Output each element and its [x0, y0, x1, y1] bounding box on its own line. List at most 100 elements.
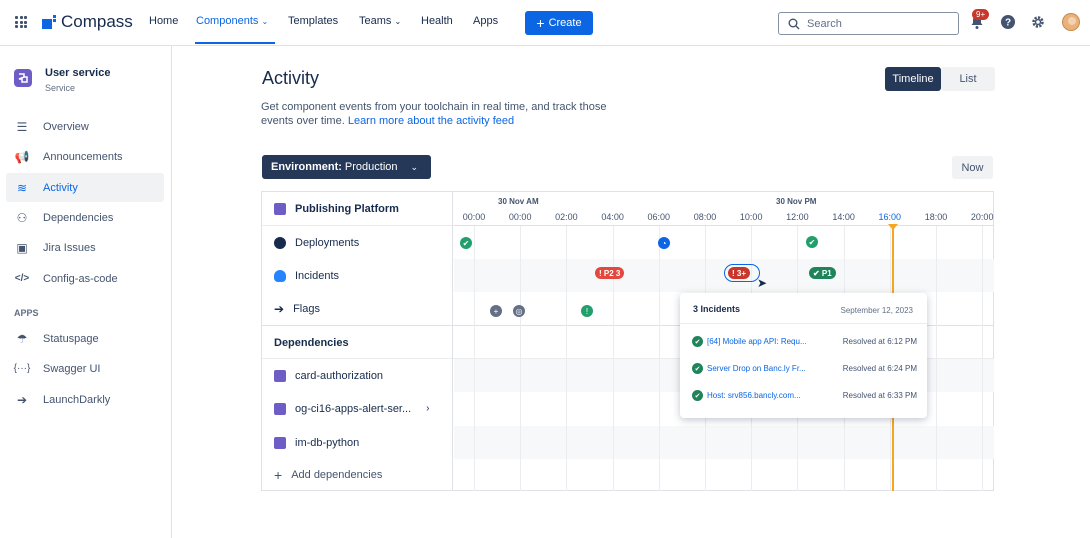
incident-link[interactable]: Server Drop on Banc.ly Fr...	[707, 364, 806, 373]
sidebar-item-label: Announcements	[43, 150, 123, 163]
deployment-in-progress-event[interactable]: ◔	[658, 237, 670, 249]
chevron-down-icon: ⌄	[410, 161, 419, 172]
incident-item[interactable]: ✔ Server Drop on Banc.ly Fr... Resolved …	[692, 363, 917, 374]
view-toggle: Timeline List	[885, 67, 995, 91]
search-input[interactable]: Search	[778, 12, 959, 35]
user-avatar[interactable]	[1062, 13, 1080, 31]
sidebar-item-launchdarkly[interactable]: ➔ LaunchDarkly	[6, 385, 164, 414]
resolved-time: Resolved at 6:33 PM	[842, 391, 917, 400]
app-switcher-icon[interactable]	[15, 16, 27, 28]
environment-dropdown[interactable]: Environment: Production ⌄	[262, 155, 431, 179]
activity-timeline: 30 Nov AM 30 Nov PM 00:00 00:00 02:00 04:00…	[261, 191, 994, 491]
tick-label: 14:00	[832, 212, 855, 222]
search-placeholder: Search	[807, 17, 842, 30]
tick-label: 00:00	[462, 212, 486, 222]
day-label: 30 Nov PM	[776, 197, 817, 206]
sidebar-item-label: LaunchDarkly	[43, 393, 111, 406]
dependency-row[interactable]: og-ci16-apps-alert-ser... ›	[262, 392, 453, 425]
compass-logo[interactable]: Compass	[42, 12, 133, 32]
settings-gear-icon[interactable]	[1030, 14, 1046, 30]
sidebar-item-statuspage[interactable]: ☂ Statuspage	[6, 324, 164, 353]
sidebar-item-label: Statuspage	[43, 332, 99, 345]
incidents-row: Incidents	[262, 259, 453, 292]
flags-row: ➔ Flags	[262, 292, 453, 325]
row-divider	[262, 358, 994, 359]
grid-line	[520, 226, 522, 491]
flag-added-event[interactable]: +	[490, 305, 502, 317]
component-row[interactable]: Publishing Platform	[262, 192, 453, 225]
plus-icon: +	[536, 15, 545, 31]
nav-templates[interactable]: Templates	[288, 15, 339, 27]
nav-components-label: Components	[196, 15, 259, 27]
sidebar-item-config-as-code[interactable]: </> Config-as-code	[6, 264, 164, 293]
tick-label: 12:00	[786, 212, 809, 222]
apps-section-label: APPS	[14, 308, 39, 318]
chevron-right-icon[interactable]: ›	[426, 403, 430, 414]
page-description: Get component events from your toolchain…	[261, 100, 641, 128]
list-icon: ☰	[16, 119, 28, 134]
tick-label: 00:00	[508, 212, 532, 222]
search-icon	[788, 18, 800, 29]
deployment-success-event[interactable]: ✔	[806, 236, 818, 248]
nav-health[interactable]: Health	[421, 15, 453, 27]
incident-cluster-3plus[interactable]: ! 3+	[728, 267, 751, 279]
tick-label: 10:00	[739, 212, 763, 222]
incident-resolved-p1[interactable]: ✔ P1	[809, 267, 836, 279]
component-icon	[274, 436, 286, 449]
flag-toggled-event[interactable]: ◎	[513, 305, 525, 317]
grid-line	[474, 226, 475, 491]
add-dependencies-label: Add dependencies	[291, 468, 383, 481]
incident-cluster-selected[interactable]	[724, 264, 760, 282]
description-text: Get component events from your toolchain…	[261, 101, 607, 127]
top-navigation: Compass Home Components ⌄ Templates Team…	[0, 0, 1090, 46]
service-icon	[14, 69, 32, 87]
github-icon	[274, 236, 286, 249]
activity-icon: ≋	[16, 180, 28, 195]
sidebar-item-label: Jira Issues	[43, 241, 96, 254]
code-icon: </>	[14, 273, 30, 284]
incident-link[interactable]: Host: srv856.bancly.com...	[707, 391, 801, 400]
dependency-row[interactable]: card-authorization	[262, 359, 453, 392]
plus-icon: +	[274, 466, 283, 483]
now-button[interactable]: Now	[952, 156, 993, 179]
page-title: Activity	[262, 68, 320, 88]
nav-teams[interactable]: Teams ⌄	[359, 15, 401, 27]
nav-apps[interactable]: Apps	[473, 15, 499, 27]
notification-badge: 9+	[972, 9, 990, 20]
learn-more-link[interactable]: Learn more about the activity feed	[347, 115, 515, 127]
tick-label: 20:00	[970, 212, 994, 222]
grid-line	[982, 226, 984, 491]
grid-line	[936, 226, 937, 491]
sidebar-item-overview[interactable]: ☰ Overview	[6, 112, 164, 141]
dependency-row[interactable]: im-db-python	[262, 426, 453, 459]
dependency-name: im-db-python	[295, 436, 360, 449]
dependencies-icon: ⚇	[16, 210, 28, 225]
opsgenie-icon	[274, 269, 286, 282]
help-icon[interactable]: ?	[1000, 14, 1016, 30]
incident-item[interactable]: ✔ [64] Mobile app API: Requ... Resolved …	[692, 336, 917, 347]
sidebar-item-swagger-ui[interactable]: {···} Swagger UI	[6, 354, 164, 383]
list-view-button[interactable]: List	[941, 67, 995, 91]
add-dependencies-button[interactable]: + Add dependencies	[262, 459, 453, 490]
incident-link[interactable]: [64] Mobile app API: Requ...	[707, 337, 807, 346]
incident-item[interactable]: ✔ Host: srv856.bancly.com... Resolved at…	[692, 390, 917, 401]
sidebar-item-activity[interactable]: ≋ Activity	[6, 173, 164, 202]
nav-home[interactable]: Home	[149, 15, 179, 27]
svg-text:?: ?	[1005, 18, 1011, 29]
tick-label: 16:00	[878, 212, 902, 222]
flag-enabled-event[interactable]: !	[581, 305, 593, 317]
environment-label: Environment:	[271, 161, 342, 173]
sidebar-item-jira-issues[interactable]: ▣ Jira Issues	[6, 233, 164, 262]
create-button[interactable]: + Create	[525, 11, 593, 35]
time-axis: 30 Nov AM 30 Nov PM	[454, 192, 994, 226]
sidebar-item-dependencies[interactable]: ⚇ Dependencies	[6, 203, 164, 232]
incident-cluster-p2[interactable]: ! P2 3	[595, 267, 625, 279]
timeline-rows: Publishing Platform Deployments Incident…	[262, 192, 453, 490]
sidebar-item-announcements[interactable]: 📢 Announcements	[6, 142, 164, 171]
chevron-down-icon: ⌄	[261, 17, 269, 26]
service-name: User service	[45, 67, 111, 79]
timeline-view-button[interactable]: Timeline	[885, 67, 941, 91]
deployment-success-event[interactable]: ✔	[460, 237, 472, 249]
sidebar-item-label: Swagger UI	[43, 362, 101, 375]
nav-components[interactable]: Components ⌄	[196, 15, 268, 27]
